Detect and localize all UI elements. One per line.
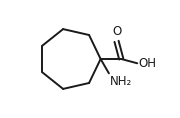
Text: O: O — [112, 25, 121, 38]
Text: OH: OH — [138, 57, 156, 70]
Text: NH₂: NH₂ — [109, 75, 132, 88]
